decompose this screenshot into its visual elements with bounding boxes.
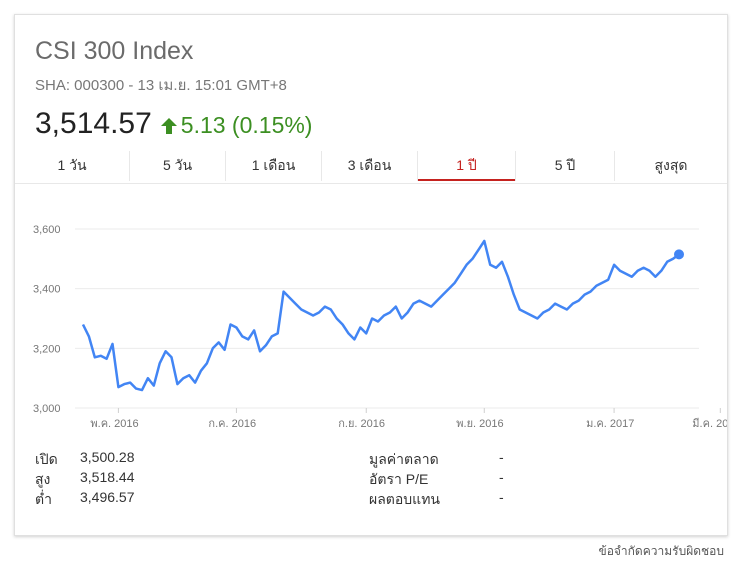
- tab-5-days[interactable]: 5 วัน: [130, 151, 226, 181]
- up-arrow-icon: [160, 118, 177, 134]
- stat-yield-value: -: [499, 489, 504, 505]
- series-line: [81, 239, 680, 392]
- y-tick-label: 3,200: [33, 343, 61, 355]
- y-tick-label: 3,600: [33, 224, 61, 236]
- tab-5-years[interactable]: 5 ปี: [515, 151, 615, 181]
- disclaimer-link[interactable]: ข้อจำกัดความรับผิดชอบ: [598, 544, 724, 558]
- price-change: 5.13 (0.15%): [160, 112, 313, 139]
- tab-1-day[interactable]: 1 วัน: [15, 151, 130, 181]
- index-title: CSI 300 Index: [35, 37, 194, 65]
- stat-pe-ratio-value: -: [499, 469, 504, 485]
- stat-low-label: ต่ำ: [35, 491, 52, 507]
- stat-open-value: 3,500.28: [80, 449, 135, 465]
- stat-market-cap-value: -: [499, 449, 504, 465]
- stat-pe-ratio-label: อัตรา P/E: [369, 471, 429, 487]
- x-tick-label: พ.ค. 2016: [90, 418, 138, 430]
- range-tabs: 1 วัน 5 วัน 1 เดือน 3 เดือน 1 ปี 5 ปี สู…: [15, 151, 727, 184]
- tab-3-months[interactable]: 3 เดือน: [322, 151, 418, 181]
- stat-high-label: สูง: [35, 471, 51, 487]
- stat-market-cap-label: มูลค่าตลาด: [369, 451, 439, 467]
- stat-high-value: 3,518.44: [80, 469, 135, 485]
- last-point-marker: [674, 249, 684, 260]
- stat-yield-label: ผลตอบแทน: [369, 491, 440, 507]
- tab-max[interactable]: สูงสุด: [654, 157, 688, 173]
- x-tick-label: มี.ค. 2017: [692, 417, 727, 430]
- price-chart[interactable]: 3,000 3,200 3,400 3,600 พ.ค. 2016 ก.ค. 2016 ก.…: [15, 205, 727, 445]
- stat-low-value: 3,496.57: [80, 489, 135, 505]
- y-tick-label: 3,400: [33, 284, 61, 296]
- index-subtitle: SHA: 000300 - 13 เม.ย. 15:01 GMT+8: [35, 77, 287, 94]
- tab-1-month[interactable]: 1 เดือน: [226, 151, 322, 181]
- price-row: 3,514.57 5.13 (0.15%): [35, 107, 312, 141]
- y-tick-label: 3,000: [33, 403, 61, 415]
- tab-1-year[interactable]: 1 ปี: [418, 151, 515, 181]
- x-tick-label: ม.ค. 2017: [586, 418, 634, 430]
- stock-card: CSI 300 Index SHA: 000300 - 13 เม.ย. 15:…: [14, 14, 728, 536]
- stat-open-label: เปิด: [35, 451, 58, 467]
- x-tick-label: ก.ย. 2016: [338, 418, 385, 430]
- current-price: 3,514.57: [35, 107, 152, 140]
- price-change-text: 5.13 (0.15%): [180, 112, 313, 138]
- x-tick-label: ก.ค. 2016: [208, 418, 256, 430]
- x-tick-label: พ.ย. 2016: [456, 418, 503, 430]
